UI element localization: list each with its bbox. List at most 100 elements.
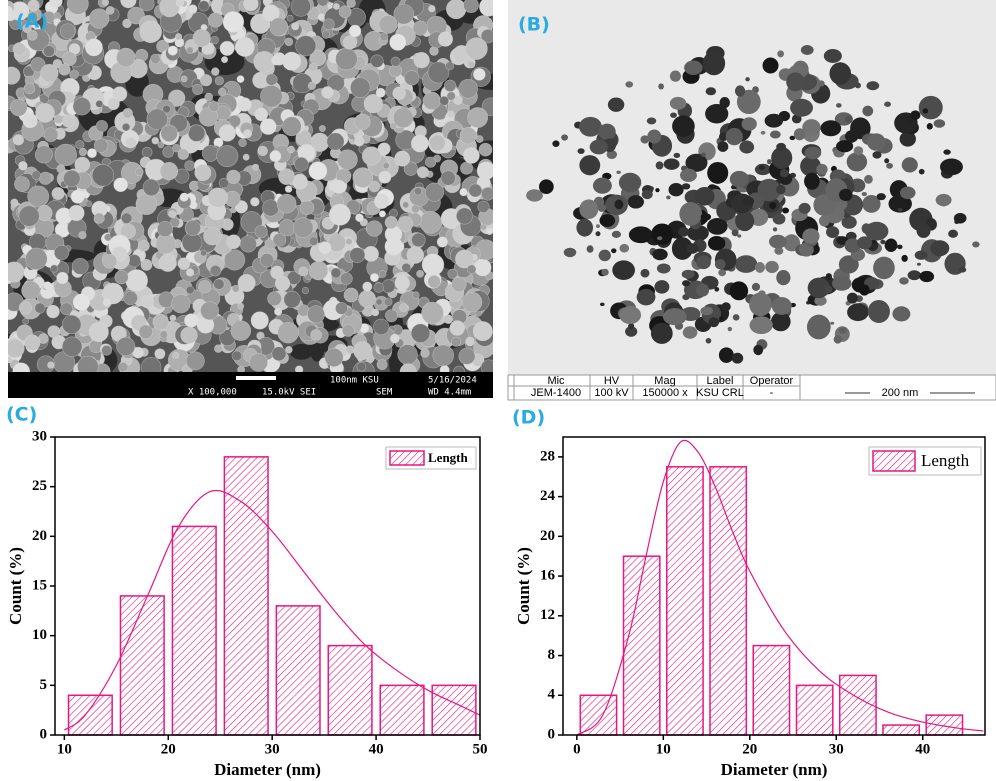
grain (23, 82, 36, 95)
grain (308, 62, 318, 72)
grain (236, 75, 245, 84)
grain (375, 298, 383, 306)
grain (257, 145, 268, 157)
particle (701, 152, 706, 158)
particle (793, 128, 806, 141)
particle (790, 98, 813, 117)
grain (294, 156, 309, 172)
grain (101, 344, 113, 356)
grain (463, 0, 479, 13)
grain (25, 247, 48, 270)
grain (18, 161, 28, 171)
particle (806, 314, 831, 340)
particle (684, 60, 703, 76)
particle (829, 62, 852, 85)
x-axis-label: Diameter (nm) (721, 760, 828, 779)
grain (465, 37, 488, 60)
grain (429, 134, 446, 152)
grain (363, 245, 379, 262)
panel-label: (C) (6, 404, 37, 426)
particle (838, 327, 847, 334)
particle (731, 352, 744, 364)
grain (269, 150, 282, 163)
y-axis-label: Count (%) (6, 547, 25, 625)
particle (758, 165, 765, 171)
y-tick-label: 10 (32, 627, 47, 643)
grain (102, 253, 118, 269)
tem-text: HV (604, 375, 620, 387)
particle (820, 120, 842, 137)
particle (669, 96, 687, 110)
grain (21, 280, 41, 301)
grain (437, 31, 454, 47)
grain (317, 13, 326, 21)
grain (152, 313, 169, 331)
grain (373, 193, 390, 210)
x-tick-label: 40 (915, 741, 930, 757)
particle (577, 148, 585, 155)
particle (734, 255, 758, 273)
grain (274, 275, 291, 292)
particle (625, 81, 634, 88)
grain (384, 215, 398, 229)
grain (466, 264, 477, 275)
grain (468, 61, 476, 69)
particle (721, 302, 731, 312)
particle (600, 302, 605, 307)
grain (458, 347, 476, 365)
particle (918, 95, 943, 120)
particle (954, 219, 960, 224)
particle (705, 337, 712, 344)
particle (802, 119, 821, 136)
grain (480, 223, 487, 231)
grain (349, 247, 366, 264)
particle (910, 110, 921, 120)
particle (598, 123, 616, 141)
particle (657, 236, 663, 241)
grain (216, 145, 239, 168)
grain (151, 136, 160, 145)
particle (786, 72, 805, 92)
grain (180, 326, 198, 344)
grain (419, 211, 442, 234)
grain (485, 227, 493, 236)
particle (552, 140, 560, 147)
particle (681, 269, 695, 279)
y-tick-label: 0 (40, 726, 48, 742)
grain (378, 210, 386, 218)
particle (859, 284, 870, 296)
grain (318, 125, 326, 132)
grain (47, 325, 61, 339)
grain (321, 30, 331, 39)
grain (185, 268, 195, 277)
particle (825, 273, 832, 281)
grain (393, 3, 415, 25)
x-tick-label: 50 (473, 741, 488, 757)
x-axis-label: Diameter (nm) (214, 760, 321, 779)
grain (397, 215, 414, 232)
grain (389, 122, 398, 130)
particle (654, 280, 670, 294)
grain (141, 146, 153, 158)
particle (873, 256, 895, 280)
particle (705, 87, 717, 96)
particle (948, 229, 958, 238)
grain (116, 336, 136, 356)
particle (592, 177, 612, 194)
grain (436, 236, 448, 248)
grain (217, 87, 227, 97)
grain (449, 320, 465, 336)
particle (841, 215, 857, 229)
sem-text: X 100,000 (188, 388, 237, 398)
grain (249, 352, 268, 372)
grain (27, 11, 39, 23)
grain (160, 124, 178, 143)
particle (669, 70, 681, 82)
grain (259, 118, 277, 135)
grain (93, 212, 105, 224)
grain (8, 356, 13, 364)
grain (393, 107, 414, 129)
grain (406, 246, 425, 264)
grain (150, 53, 161, 64)
